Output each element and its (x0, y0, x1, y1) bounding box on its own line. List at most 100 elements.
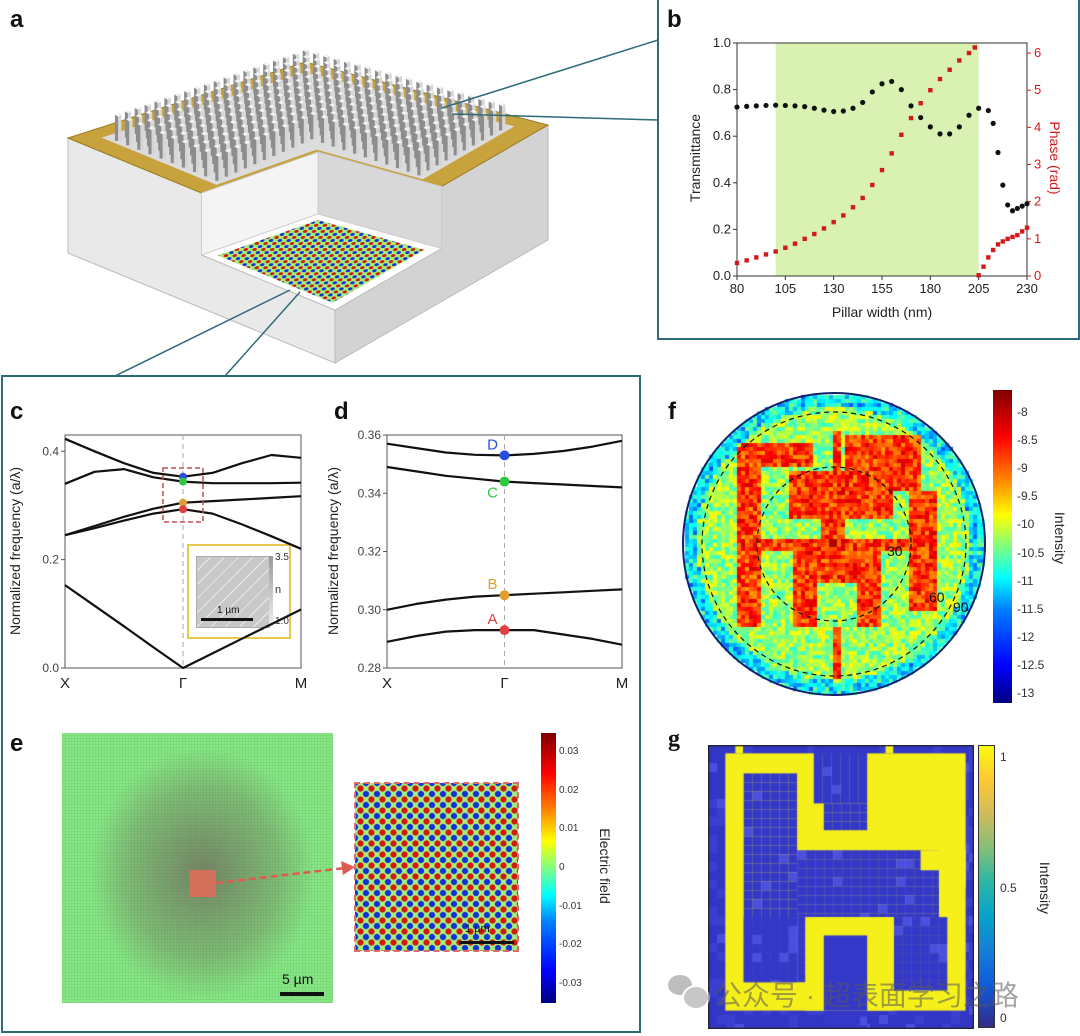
pillar-top (273, 58, 280, 63)
pillar (148, 128, 152, 155)
panel-cde-frame (1, 375, 641, 1033)
pillar (320, 116, 325, 143)
pillar-top (164, 96, 171, 100)
pillar-top (237, 101, 244, 105)
pillar-top (429, 105, 437, 109)
pillar-top (358, 98, 366, 102)
pillar-top (310, 111, 317, 116)
pillar (456, 129, 461, 156)
pillar-top (469, 101, 476, 106)
pillar-top (374, 133, 381, 137)
metasurface-3d-render (66, 39, 659, 377)
reconstructed-image (708, 745, 974, 1029)
pillar-top (295, 78, 302, 83)
angle-circles (682, 392, 986, 696)
e-colorbar-tick: 0.03 (559, 746, 579, 757)
pillar-top (238, 108, 245, 113)
g-colorbar-label: Intensity (1037, 861, 1053, 915)
pillar-top (382, 120, 389, 125)
pillar (294, 121, 298, 148)
pillar-top (239, 116, 246, 120)
inset-cb-max: 3.5 (275, 552, 289, 563)
pillar-top (266, 89, 273, 94)
field-distribution-map: 5 µm (62, 733, 333, 1003)
pillar (275, 129, 279, 156)
g-colorbar-tick: 0.5 (1000, 880, 1017, 895)
pillar-top (385, 71, 392, 75)
pillar-top (227, 104, 234, 109)
pillar (215, 154, 219, 181)
pillar (435, 139, 439, 166)
pillar-top (433, 129, 441, 133)
pillar-top (294, 71, 302, 76)
pillar-top (199, 123, 207, 128)
pillar-top (215, 153, 222, 157)
pillar (204, 150, 208, 177)
pillar-top (216, 100, 224, 105)
pillar-top (395, 74, 403, 78)
pillar-top (297, 92, 304, 97)
pillar-top (195, 100, 203, 105)
pillar-top (488, 99, 496, 104)
pillar-top (415, 139, 423, 143)
pillar-top (333, 57, 341, 61)
pillar (129, 119, 133, 146)
pillar (353, 127, 357, 154)
e-colorbar-tick: -0.03 (559, 978, 582, 989)
pillar-top (489, 107, 497, 112)
pillar-top (432, 121, 439, 125)
pillar-top (435, 137, 442, 142)
pillar-top (317, 92, 324, 97)
zoom-arrow (215, 861, 355, 885)
pillar-top (258, 108, 266, 113)
pillar-top (263, 68, 271, 73)
pillar-top (181, 139, 189, 144)
pillar-top (313, 57, 320, 62)
pillar-top (265, 82, 272, 87)
pillar-top (134, 106, 142, 110)
e-colorbar-tick: 0.01 (559, 823, 579, 835)
pillar-top (357, 90, 365, 95)
pillar-top (291, 119, 298, 124)
pillar-top (289, 112, 297, 116)
c-ylabel: Normalized frequency (a/λ) (7, 466, 23, 636)
pillar-top (355, 69, 362, 74)
pillar (409, 145, 414, 172)
pillar-top (365, 72, 372, 77)
pillar-top (156, 114, 164, 119)
pillar-top (224, 82, 231, 87)
pillar (385, 138, 389, 165)
pillar-top (452, 119, 459, 124)
pillar-top (411, 114, 418, 119)
pillar (489, 109, 494, 136)
pillar (399, 142, 403, 169)
pillar-top (251, 128, 259, 132)
pillar-top (145, 110, 153, 115)
pillar-top (299, 107, 306, 112)
pillar-top (353, 125, 360, 130)
pillar-top (167, 119, 175, 123)
pillar-top (306, 89, 314, 93)
pillar-top (426, 142, 433, 147)
connector-line (451, 113, 659, 121)
pillar-top (300, 115, 308, 120)
pillar-top (320, 115, 328, 119)
pillar (140, 123, 144, 150)
pillar-top (226, 97, 233, 101)
pillar-top (444, 132, 451, 137)
pillar-top (304, 68, 311, 72)
pillar-top (414, 130, 421, 135)
f-colorbar-label: Intensity (1052, 511, 1068, 565)
pillar-top (331, 118, 339, 123)
pillar-top (184, 89, 191, 93)
pillar-top (242, 132, 249, 136)
pillar-top (253, 65, 260, 70)
pillar-top (326, 81, 333, 85)
far-field-intensity-map (681, 391, 987, 697)
pillar-top (170, 135, 178, 139)
pillar (493, 109, 497, 136)
pillar (151, 128, 155, 155)
pillar-top (351, 117, 359, 122)
pillar-top (383, 128, 391, 133)
pillar-top (407, 91, 415, 96)
